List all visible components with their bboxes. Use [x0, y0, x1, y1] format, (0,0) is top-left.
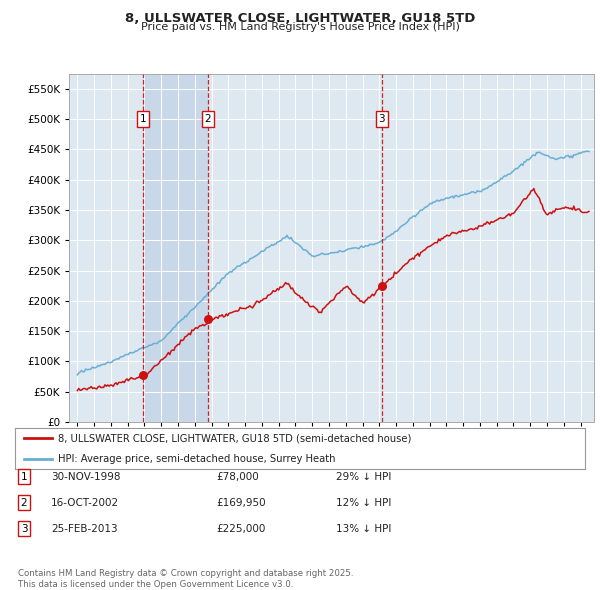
Text: 29% ↓ HPI: 29% ↓ HPI	[336, 472, 391, 481]
Text: 16-OCT-2002: 16-OCT-2002	[51, 498, 119, 507]
Text: Price paid vs. HM Land Registry's House Price Index (HPI): Price paid vs. HM Land Registry's House …	[140, 22, 460, 32]
Text: 2: 2	[20, 498, 28, 507]
Text: 12% ↓ HPI: 12% ↓ HPI	[336, 498, 391, 507]
Text: £78,000: £78,000	[216, 472, 259, 481]
Text: Contains HM Land Registry data © Crown copyright and database right 2025.
This d: Contains HM Land Registry data © Crown c…	[18, 569, 353, 589]
Bar	[69, 74, 143, 422]
Text: 25-FEB-2013: 25-FEB-2013	[51, 524, 118, 533]
Text: 1: 1	[140, 114, 146, 124]
Bar	[208, 74, 382, 422]
Bar	[143, 74, 208, 422]
Text: 8, ULLSWATER CLOSE, LIGHTWATER, GU18 5TD (semi-detached house): 8, ULLSWATER CLOSE, LIGHTWATER, GU18 5TD…	[58, 433, 411, 443]
Point	[377, 281, 386, 290]
Text: 1: 1	[20, 472, 28, 481]
Point	[139, 370, 148, 379]
Text: HPI: Average price, semi-detached house, Surrey Heath: HPI: Average price, semi-detached house,…	[58, 454, 335, 464]
Bar	[382, 74, 594, 422]
Text: 30-NOV-1998: 30-NOV-1998	[51, 472, 121, 481]
Text: 13% ↓ HPI: 13% ↓ HPI	[336, 524, 391, 533]
Text: 3: 3	[20, 524, 28, 533]
Text: 3: 3	[379, 114, 385, 124]
Text: 8, ULLSWATER CLOSE, LIGHTWATER, GU18 5TD: 8, ULLSWATER CLOSE, LIGHTWATER, GU18 5TD	[125, 12, 475, 25]
Text: £225,000: £225,000	[216, 524, 265, 533]
Text: £169,950: £169,950	[216, 498, 266, 507]
Point	[203, 314, 213, 324]
Text: 2: 2	[205, 114, 211, 124]
